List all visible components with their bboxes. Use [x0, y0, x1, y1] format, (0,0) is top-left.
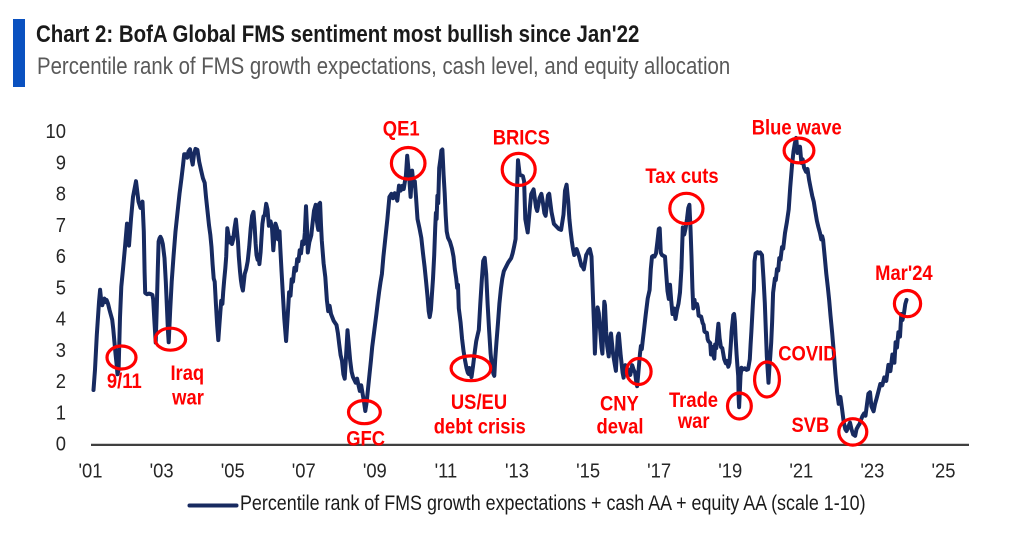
svg-text:'09: '09 [363, 461, 387, 483]
svg-text:SVB: SVB [791, 414, 829, 437]
svg-text:deval: deval [596, 415, 643, 438]
svg-text:Blue wave: Blue wave [752, 117, 842, 140]
svg-text:US/EU: US/EU [451, 391, 507, 414]
svg-text:'13: '13 [505, 461, 529, 483]
svg-text:10: 10 [46, 122, 66, 144]
svg-text:4: 4 [56, 309, 67, 331]
svg-text:GFC: GFC [346, 427, 385, 450]
svg-text:9/11: 9/11 [107, 370, 142, 393]
svg-text:1: 1 [56, 403, 66, 425]
svg-text:Iraq: Iraq [170, 362, 204, 385]
svg-text:QE1: QE1 [383, 117, 420, 140]
svg-text:'17: '17 [647, 461, 671, 483]
svg-text:Trade: Trade [669, 389, 718, 412]
svg-text:2: 2 [56, 371, 66, 393]
svg-text:'23: '23 [860, 461, 884, 483]
svg-text:7: 7 [56, 215, 66, 237]
svg-text:'05: '05 [221, 461, 245, 483]
svg-text:'19: '19 [718, 461, 742, 483]
svg-text:'03: '03 [150, 461, 174, 483]
svg-text:debt crisis: debt crisis [434, 415, 526, 438]
svg-text:CNY: CNY [600, 393, 639, 416]
svg-text:war: war [677, 410, 710, 433]
svg-text:'11: '11 [435, 461, 458, 483]
svg-text:war: war [171, 386, 204, 409]
svg-text:Mar'24: Mar'24 [875, 262, 933, 285]
svg-text:9: 9 [56, 153, 66, 175]
svg-text:Tax cuts: Tax cuts [645, 165, 718, 188]
svg-text:'21: '21 [789, 461, 813, 483]
svg-text:'01: '01 [79, 461, 103, 483]
svg-text:BRICS: BRICS [493, 126, 550, 149]
svg-text:6: 6 [56, 246, 66, 268]
svg-text:'25: '25 [932, 461, 956, 483]
svg-text:COVID: COVID [778, 342, 836, 365]
svg-text:'07: '07 [292, 461, 316, 483]
svg-text:8: 8 [56, 184, 66, 206]
svg-text:0: 0 [56, 434, 66, 456]
svg-text:5: 5 [56, 278, 66, 300]
svg-text:3: 3 [56, 340, 66, 362]
svg-text:'15: '15 [576, 461, 600, 483]
